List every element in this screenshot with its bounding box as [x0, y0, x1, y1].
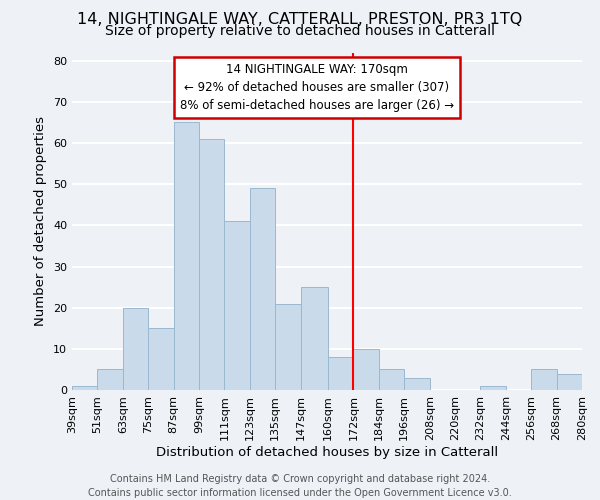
Bar [404, 378, 430, 390]
Bar [531, 370, 557, 390]
Bar [301, 287, 328, 390]
Bar [250, 188, 275, 390]
Text: Contains HM Land Registry data © Crown copyright and database right 2024.
Contai: Contains HM Land Registry data © Crown c… [88, 474, 512, 498]
Bar [72, 386, 97, 390]
Bar [353, 349, 379, 390]
Bar [199, 139, 224, 390]
Bar [224, 221, 250, 390]
Text: 14 NIGHTINGALE WAY: 170sqm
← 92% of detached houses are smaller (307)
8% of semi: 14 NIGHTINGALE WAY: 170sqm ← 92% of deta… [180, 62, 454, 112]
Bar [148, 328, 173, 390]
Text: 14, NIGHTINGALE WAY, CATTERALL, PRESTON, PR3 1TQ: 14, NIGHTINGALE WAY, CATTERALL, PRESTON,… [77, 12, 523, 28]
X-axis label: Distribution of detached houses by size in Catterall: Distribution of detached houses by size … [156, 446, 498, 458]
Bar [481, 386, 506, 390]
Bar [97, 370, 123, 390]
Bar [275, 304, 301, 390]
Bar [379, 370, 404, 390]
Y-axis label: Number of detached properties: Number of detached properties [34, 116, 47, 326]
Bar [123, 308, 148, 390]
Bar [328, 357, 353, 390]
Bar [557, 374, 582, 390]
Text: Size of property relative to detached houses in Catterall: Size of property relative to detached ho… [105, 24, 495, 38]
Bar [173, 122, 199, 390]
